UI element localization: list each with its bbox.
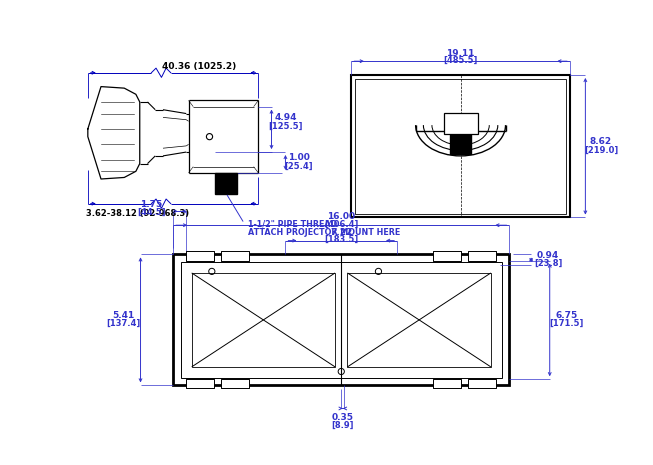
- Text: [219.0]: [219.0]: [584, 146, 618, 155]
- Bar: [186, 252, 214, 260]
- Bar: [215, 173, 236, 194]
- Text: 4.94: 4.94: [274, 113, 296, 122]
- Bar: [192, 273, 335, 367]
- Text: [25.4]: [25.4]: [284, 162, 313, 171]
- Text: [406.4]: [406.4]: [324, 220, 358, 229]
- Text: 16.00: 16.00: [327, 212, 355, 221]
- Bar: [347, 273, 491, 367]
- Bar: [173, 254, 509, 385]
- Text: [8.9]: [8.9]: [332, 421, 354, 430]
- Text: 1.00: 1.00: [288, 153, 310, 162]
- Text: [44.5]: [44.5]: [137, 207, 166, 217]
- Bar: [351, 75, 570, 218]
- Bar: [186, 379, 214, 388]
- Text: 1.75: 1.75: [140, 200, 163, 209]
- Text: 40.36 (1025.2): 40.36 (1025.2): [163, 62, 236, 71]
- Text: 1-1/2" PIPE THREAD: 1-1/2" PIPE THREAD: [248, 219, 338, 228]
- Text: [125.5]: [125.5]: [268, 122, 303, 131]
- Text: 0.35: 0.35: [332, 413, 354, 422]
- Bar: [221, 252, 249, 260]
- Bar: [181, 262, 502, 378]
- Text: 19.11: 19.11: [447, 49, 475, 58]
- Text: 8.62: 8.62: [590, 137, 612, 146]
- Polygon shape: [88, 86, 140, 179]
- Text: 6.75: 6.75: [556, 311, 578, 320]
- Text: 0.94: 0.94: [537, 251, 560, 260]
- Text: [171.5]: [171.5]: [550, 319, 584, 328]
- Bar: [443, 113, 477, 134]
- Bar: [221, 379, 249, 388]
- Text: 5.41: 5.41: [112, 311, 135, 320]
- Bar: [468, 252, 496, 260]
- Text: [23.8]: [23.8]: [534, 259, 562, 268]
- Text: [183.5]: [183.5]: [324, 235, 358, 244]
- Bar: [355, 79, 566, 213]
- Text: [485.5]: [485.5]: [443, 56, 478, 65]
- Text: 7.22: 7.22: [330, 228, 353, 237]
- Text: ATTACH PROJECTOR MOUNT HERE: ATTACH PROJECTOR MOUNT HERE: [248, 228, 400, 238]
- Text: [137.4]: [137.4]: [106, 319, 140, 328]
- Text: 3.62-38.12 (92-968.3): 3.62-38.12 (92-968.3): [86, 209, 189, 218]
- Bar: [434, 252, 462, 260]
- Bar: [468, 379, 496, 388]
- Bar: [450, 131, 471, 154]
- Bar: [434, 379, 462, 388]
